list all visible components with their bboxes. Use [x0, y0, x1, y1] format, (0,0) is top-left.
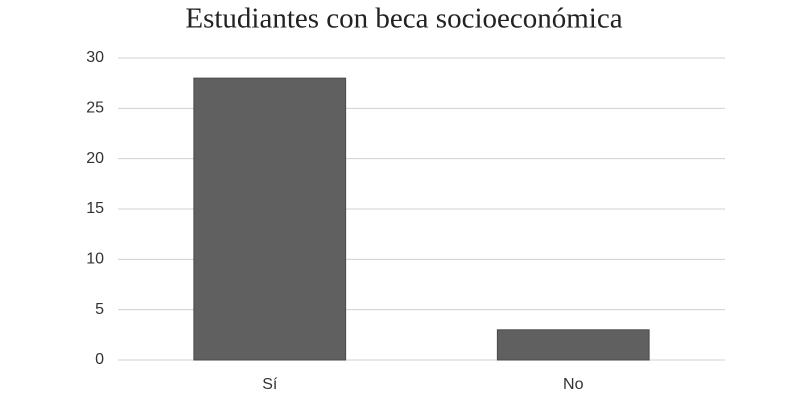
y-tick-label: 0	[95, 351, 104, 368]
y-tick-label: 5	[95, 301, 104, 318]
chart-title: Estudiantes con beca socioeconómica	[185, 3, 622, 35]
x-tick-label: No	[563, 376, 584, 393]
bar	[496, 329, 650, 361]
y-tick-label: 15	[86, 200, 104, 217]
bar	[193, 77, 347, 361]
y-tick-label: 20	[86, 150, 104, 167]
y-tick-label: 30	[86, 49, 104, 66]
y-tick-label: 10	[86, 251, 104, 268]
x-tick-label: Sí	[262, 376, 278, 393]
y-tick-label: 25	[86, 100, 104, 117]
